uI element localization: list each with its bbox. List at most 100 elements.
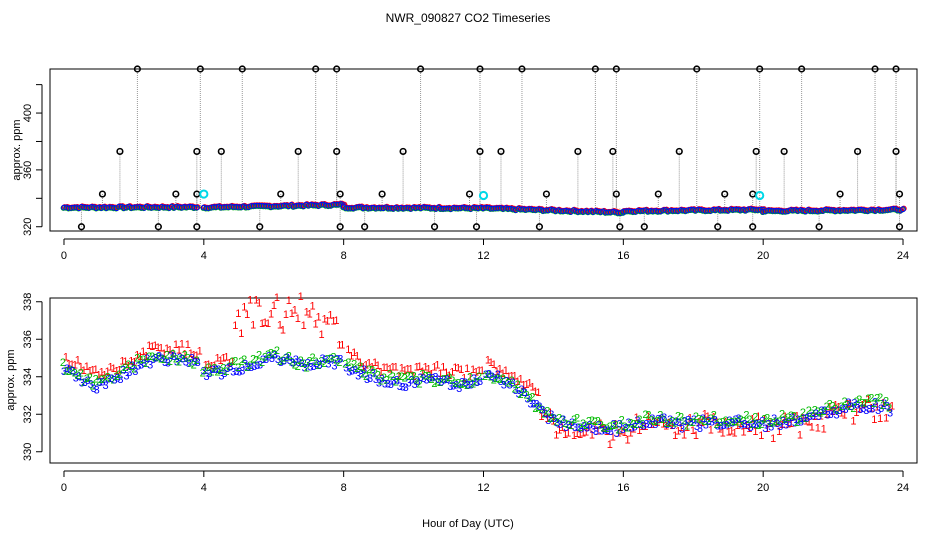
series-2-marker: 2 <box>200 368 206 380</box>
top-y-axis: 320 360 400 <box>22 84 43 236</box>
series-1-marker: 1 <box>122 356 128 368</box>
series-2-marker: 2 <box>425 370 431 382</box>
series-1-marker: 1 <box>494 366 500 378</box>
series-3-marker: 3 <box>712 414 718 426</box>
series-2-marker: 2 <box>726 417 732 429</box>
series-2-marker: 2 <box>220 363 226 375</box>
top-x-tick-label: 8 <box>341 250 347 262</box>
series-2-marker: 2 <box>491 374 497 386</box>
series-2-marker: 2 <box>800 407 806 419</box>
series-2-marker: 2 <box>437 377 443 389</box>
series-2-marker: 2 <box>598 419 604 431</box>
series-1-marker: 1 <box>134 350 140 362</box>
series-3-marker: 3 <box>783 420 789 432</box>
series-1-marker: 1 <box>541 407 547 419</box>
series-1-marker: 1 <box>642 421 648 433</box>
series-1-marker: 1 <box>307 309 313 321</box>
series-3-marker: 3 <box>275 354 281 366</box>
series-1-marker: 1 <box>425 364 431 376</box>
series-2-marker: 2 <box>283 353 289 365</box>
series-3-marker: 3 <box>489 371 495 383</box>
series-2-marker: 2 <box>333 355 339 367</box>
series-2-marker: 2 <box>107 373 113 385</box>
series-1-marker: 1 <box>470 364 476 376</box>
series-2-marker: 2 <box>134 353 140 365</box>
series-2-marker: 2 <box>119 364 125 376</box>
series-2-marker: 2 <box>185 353 191 365</box>
series-1-marker: 1 <box>547 407 553 419</box>
series-1-marker: 1 <box>824 409 830 421</box>
series-2-marker: 2 <box>657 410 663 422</box>
series-3-marker: 3 <box>311 361 317 373</box>
outlier-point-min <box>361 223 369 231</box>
series-3-marker: 3 <box>224 363 230 375</box>
series-3-marker: 3 <box>361 364 367 376</box>
series-3-marker: 3 <box>513 385 519 397</box>
series-2-marker: 2 <box>295 361 301 373</box>
series-1-marker: 1 <box>301 320 307 332</box>
series-3-marker: 3 <box>747 422 753 434</box>
series-2-marker: 2 <box>125 359 131 371</box>
series-2-marker: 2 <box>369 364 375 376</box>
series-2-marker: 2 <box>247 360 253 372</box>
series-2-marker: 2 <box>194 355 200 367</box>
series-3-marker: 3 <box>346 367 352 379</box>
series-2-marker: 2 <box>78 368 84 380</box>
top-panel: 0 4 8 12 16 20 24 320 360 400 approx. ppm <box>11 65 918 262</box>
series-2-marker: 2 <box>723 415 729 427</box>
series-2-marker: 2 <box>90 381 96 393</box>
series-3-marker: 3 <box>527 399 533 411</box>
series-3-marker: 3 <box>498 376 504 388</box>
series-2-marker: 2 <box>610 420 616 432</box>
series-3-marker: 3 <box>111 374 117 386</box>
series-2-marker: 2 <box>553 417 559 429</box>
series-3-marker: 3 <box>667 414 673 426</box>
series-3-marker: 3 <box>189 353 195 365</box>
series-2-marker: 2 <box>458 379 464 391</box>
series-3-marker: 3 <box>789 412 795 424</box>
series-3-marker: 3 <box>750 419 756 431</box>
series-1-marker: 1 <box>737 418 743 430</box>
series-1-marker: 1 <box>357 357 363 369</box>
series-3-marker: 3 <box>82 377 88 389</box>
series-1-marker: 1 <box>779 419 785 431</box>
series-3-marker: 3 <box>420 373 426 385</box>
series-3-marker: 3 <box>159 353 165 365</box>
series-1-marker: 1 <box>99 367 105 379</box>
series-1-marker: 1 <box>577 429 583 441</box>
series-1-marker: 1 <box>648 419 654 431</box>
series-1-marker: 1 <box>318 329 324 341</box>
series-2-marker: 2 <box>84 373 90 385</box>
series-3-marker: 3 <box>522 387 528 399</box>
series-1-marker: 1 <box>476 365 482 377</box>
outlier-point-low <box>721 190 729 198</box>
series-3-marker: 3 <box>343 362 349 374</box>
series-1-marker: 1 <box>87 366 93 378</box>
series-3-marker: 3 <box>135 361 141 373</box>
series-2-marker: 2 <box>651 416 657 428</box>
series-1-marker: 1 <box>586 422 592 434</box>
flagged-point <box>478 190 489 201</box>
series-3-marker: 3 <box>507 379 513 391</box>
series-1-marker: 1 <box>229 356 235 368</box>
series-1-marker: 1 <box>509 371 515 383</box>
series-3-marker: 3 <box>530 398 536 410</box>
series-3-marker: 3 <box>688 416 694 428</box>
series-1-marker: 1 <box>316 311 322 323</box>
series-2-marker: 2 <box>452 378 458 390</box>
series-3-marker: 3 <box>519 384 525 396</box>
series-2-marker: 2 <box>764 412 770 424</box>
series-3-marker: 3 <box>825 409 831 421</box>
series-1-marker: 1 <box>479 365 485 377</box>
series-1-marker: 1 <box>729 425 735 437</box>
series-3-marker: 3 <box>486 368 492 380</box>
series-1-marker: 1 <box>613 419 619 431</box>
series-3-marker: 3 <box>887 407 893 419</box>
series-2-marker: 2 <box>639 419 645 431</box>
series-2-marker: 2 <box>399 371 405 383</box>
series-2-marker: 2 <box>669 416 675 428</box>
series-3-marker: 3 <box>724 420 730 432</box>
baseline-point-series3 <box>193 204 200 211</box>
series-2-marker: 2 <box>232 356 238 368</box>
